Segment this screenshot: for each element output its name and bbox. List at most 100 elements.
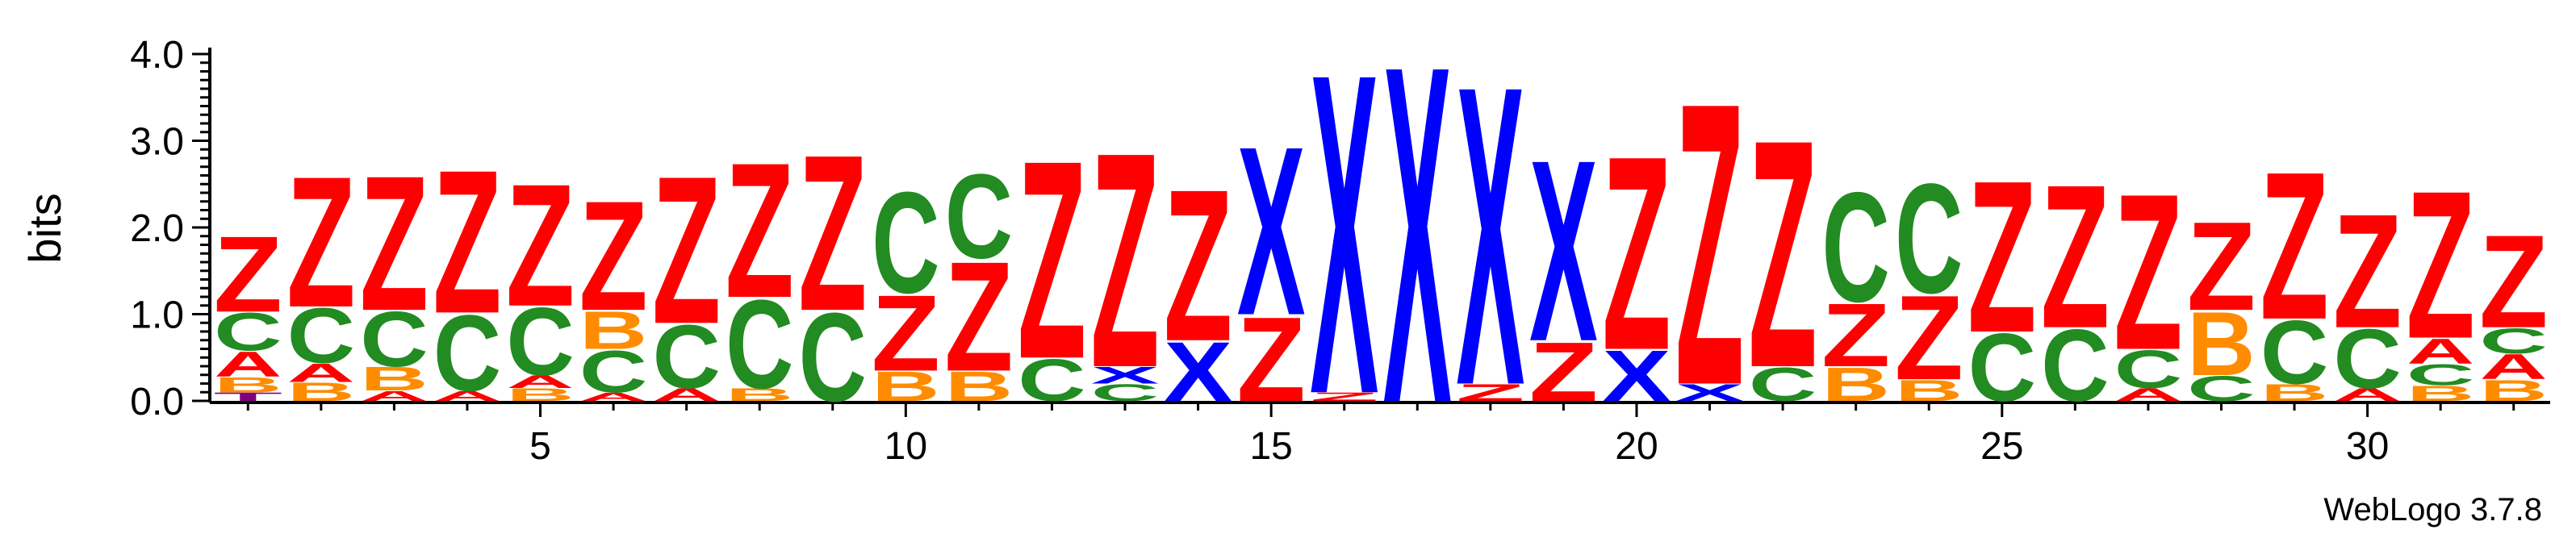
logo-letter-C: C [2187, 368, 2255, 408]
logo-letter-Z: Z [1821, 284, 1890, 386]
logo-letter-Z: Z [726, 123, 794, 338]
stack-position: CZ [1748, 72, 1817, 435]
logo-letter-X: X [1091, 361, 1160, 389]
logo-letter-A: A [2333, 385, 2401, 405]
logo-letter-X: X [1675, 379, 1744, 407]
logo-letter-B: B [214, 373, 282, 397]
logo-letter-Z: Z [433, 128, 501, 357]
logo-letter-C: C [652, 307, 720, 407]
logo-letter-C: C [579, 337, 647, 405]
logo-letter-A: A [652, 385, 720, 405]
logo-letter-X: X [1603, 336, 1671, 416]
y-tick-label: 4.0 [130, 34, 184, 77]
stack-position: BZC [872, 163, 940, 411]
logo-letter-A: A [2480, 347, 2548, 387]
logo-letter-A: A [287, 358, 355, 388]
logo-letter-X: X [1456, 0, 1524, 474]
stack-position: XZ [1164, 145, 1232, 419]
logo-letter-C: C [2114, 340, 2182, 400]
stack-position: ZX [1456, 0, 1525, 474]
logo-letter-C: C [1018, 346, 1085, 414]
logo-letter-C: C [945, 150, 1013, 284]
logo-letter-C: C [506, 289, 574, 396]
logo-letter-C: C [799, 287, 867, 428]
logo-letter-Z: Z [652, 132, 721, 368]
x-tick-label: 20 [1615, 425, 1658, 468]
stack-position: BZC [944, 150, 1013, 411]
logo-letter-Z: Z [2187, 197, 2256, 337]
logo-letter-C: C [287, 292, 355, 379]
stack-position: ZX [1529, 106, 1598, 419]
stack-position: ACZ [652, 132, 721, 407]
stack-position: ACZ [433, 128, 501, 414]
logo-letter-B: B [1895, 373, 1963, 407]
y-tick-label: 3.0 [130, 121, 184, 164]
logo-letter-Z: Z [944, 229, 1013, 404]
logo-letter-C: C [360, 295, 428, 382]
logo-letter-Z: Z [214, 215, 282, 336]
stack-position: XZ [1602, 98, 1671, 417]
x-axis: 5 10 15 20 25 30 [210, 401, 2550, 468]
logo-letter-Z: Z [2333, 180, 2402, 362]
logo-letter-Z: Z [1456, 379, 1524, 406]
stack-position: ZX [1237, 96, 1306, 427]
logo-letter-C: C [726, 274, 793, 415]
logo-letter-Z: Z [579, 168, 647, 343]
stack-position: CBZ [2187, 197, 2256, 409]
stack-position: ACZ [2333, 180, 2402, 406]
logo-letter-C: C [1821, 160, 1889, 335]
logo-letter-C: C [2333, 313, 2401, 407]
stack-position: CXZ [1090, 88, 1159, 432]
logo-letter-Z: Z [1675, 19, 1744, 469]
x-tick-label: 30 [2346, 425, 2389, 468]
logo-letter-Z: Z [2114, 148, 2182, 397]
letter-stacks: TBACZBACZABCZACZBACZACBZACZBCZCZBZCBZCCZ… [214, 0, 2549, 503]
weblogo-credit: WebLogo 3.7.8 [2323, 492, 2542, 528]
logo-letter-X: X [1383, 0, 1452, 503]
logo-letter-Z: Z [2407, 148, 2475, 383]
logo-letter-C: C [1749, 357, 1817, 411]
stack-position: CZ [798, 109, 867, 428]
logo-letter-C: C [214, 302, 282, 363]
logo-letter-B: B [2260, 379, 2328, 406]
logo-letter-Z: Z [1164, 145, 1232, 387]
logo-letter-A: A [579, 390, 647, 404]
logo-letter-B: B [726, 385, 793, 405]
x-tick-label: 10 [884, 425, 927, 468]
logo-letter-Z: Z [1602, 98, 1671, 408]
logo-letter-Z: Z [1748, 72, 1817, 435]
y-axis-label-group: bits [19, 193, 70, 263]
logo-letter-Z: Z [2479, 208, 2548, 356]
logo-letter-B: B [360, 360, 428, 398]
logo-letter-T: T [214, 390, 282, 404]
stack-position: BZC [1895, 151, 1963, 407]
stack-position: BCZ [726, 123, 794, 415]
logo-letter-Z: Z [798, 109, 867, 357]
logo-letter-Z: Z [872, 273, 940, 394]
logo-letter-B: B [506, 385, 574, 405]
logo-letter-C: C [1895, 151, 1963, 326]
logo-letter-Z: Z [1968, 136, 2036, 378]
logo-letter-B: B [579, 301, 647, 361]
logo-letter-A: A [214, 344, 282, 384]
stack-position: BCZ [2260, 128, 2328, 407]
stack-position: X [1383, 0, 1452, 503]
logo-letter-Z: Z [360, 136, 429, 351]
x-tick-label: 15 [1249, 425, 1292, 468]
y-tick-label: 1.0 [130, 294, 184, 337]
logo-letter-B: B [2480, 373, 2548, 407]
logo-letter-Z: Z [286, 139, 355, 347]
stack-position: XZ [1675, 19, 1744, 469]
logo-letter-C: C [2407, 358, 2474, 392]
logo-letter-Z: Z [1018, 101, 1086, 418]
logo-letter-X: X [1310, 0, 1378, 490]
logo-letter-Z: Z [1529, 325, 1598, 419]
